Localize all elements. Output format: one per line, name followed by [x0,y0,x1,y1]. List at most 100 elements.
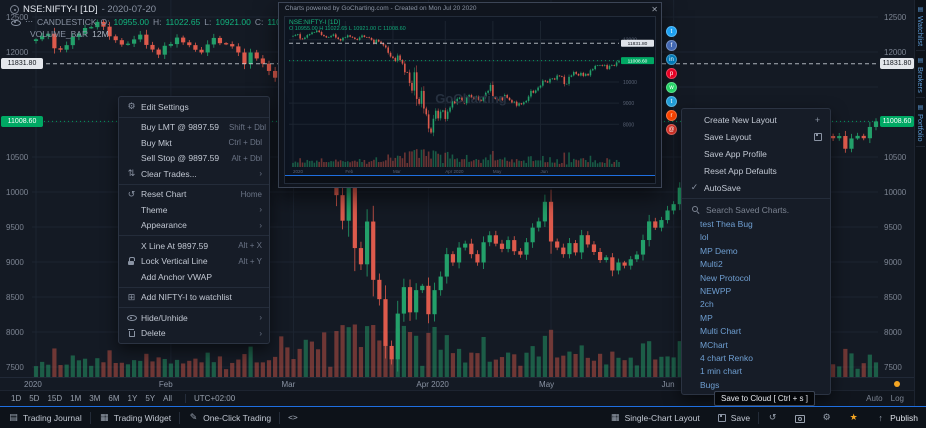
left-price-axis[interactable]: 12500 12000 10500 10000 9500 9000 8500 8000 7500… [0,0,43,377]
saved-chart-item[interactable]: New Protocol [700,272,751,283]
icon-spacer [126,137,137,148]
visibility-icon[interactable] [10,17,21,28]
saved-chart-item[interactable]: 4 chart Renko [700,352,753,363]
range-3m[interactable]: 3M [89,394,101,403]
close-icon[interactable]: ✕ [651,5,658,14]
price-tick: 8500 [884,293,902,302]
menu-item-create-new-layout[interactable]: Create New Layout + [682,111,830,128]
price-tick: 9500 [884,223,902,232]
range-1y[interactable]: 1Y [127,394,138,403]
publish-button[interactable]: ↑ Publish [867,407,926,428]
one-click-trading-button[interactable]: ✎ One-Click Trading [180,407,279,428]
menu-separator [119,235,269,236]
code-button[interactable]: <> [280,407,306,428]
more-icon[interactable]: ⋯ [25,17,33,27]
menu-item-delete[interactable]: Delete › [119,326,269,342]
price-alert-badge[interactable]: 11831.80 [880,58,914,70]
menu-separator [119,307,269,308]
twitter-share-icon[interactable]: t [666,26,677,37]
menu-item-save-app-profile[interactable]: Save App Profile [682,145,830,162]
menu-item-clear-trades[interactable]: ⇅ Clear Trades... › [119,166,269,182]
time-axis-label: Apr 2020 [416,380,449,389]
saved-charts-search[interactable]: Search Saved Charts. [682,201,830,218]
trading-widget-button[interactable]: ▦ Trading Widget [91,407,179,428]
menu-item-lock-vertical-line[interactable]: Lock Vertical Line Alt + Y [119,254,269,270]
telegram-share-icon[interactable]: t [666,96,677,107]
menu-item-theme[interactable]: Theme › [119,202,269,218]
menu-item-x-line[interactable]: X Line At 9897.59 Alt + X [119,238,269,254]
check-icon: ✓ [690,182,699,192]
log-scale-toggle[interactable]: Log [890,394,904,403]
icon-spacer [126,240,137,251]
reddit-share-icon[interactable]: r [666,110,677,121]
side-tab-watchlist[interactable]: ▤ Watchlist [916,2,925,52]
pinterest-share-icon[interactable]: p [666,68,677,79]
price-alert-badge[interactable]: 11831.80 [1,58,43,70]
save-button[interactable]: Save [708,407,758,428]
saved-chart-item[interactable]: MP Demo [700,245,738,256]
svg-text:Mar: Mar [393,169,401,174]
timezone-label[interactable]: UTC+02:00 [185,394,235,403]
layout-icon: ▦ [610,412,620,422]
side-tab-brokers[interactable]: ▤ Brokers [916,53,925,98]
side-tab-portfolio[interactable]: ▤ Portfolio [916,100,925,147]
save-icon [716,412,727,423]
menu-item-hide-unhide[interactable]: Hide/Unhide › [119,310,269,326]
range-1d[interactable]: 1D [11,394,22,403]
range-15d[interactable]: 15D [47,394,63,403]
saved-chart-item[interactable]: Multi2 [700,259,723,270]
mail-share-icon[interactable]: @ [666,124,677,135]
trading-journal-button[interactable]: ▤ Trading Journal [0,407,90,428]
menu-item-label: Hide/Unhide [141,312,188,323]
menu-item-reset-app-defaults[interactable]: Reset App Defaults [682,162,830,179]
saved-chart-item[interactable]: NEWPP [700,285,732,296]
menu-item-reset-chart[interactable]: ↺ Reset Chart Home [119,187,269,203]
menu-item-save-layout[interactable]: Save Layout [682,128,830,145]
last-price-badge[interactable]: 11008.60 [880,115,914,127]
menu-item-autosave[interactable]: ✓ AutoSave [682,179,830,196]
saved-charts-list: test Thea Bug lol MP Demo Multi2 New Protoco… [682,218,830,392]
menu-item-add-to-watchlist[interactable]: ⊞ Add NIFTY-I to watchlist [119,290,269,306]
right-price-axis[interactable]: 12500 12000 10500 10000 9500 9000 8500 8000 7500… [880,0,914,377]
menu-item-buy-lmt[interactable]: Buy LMT @ 9897.59 Shift + Dbl [119,120,269,136]
favorites-button[interactable]: ★ [840,407,867,428]
whatsapp-share-icon[interactable]: w [666,82,677,93]
symbol-logo-icon[interactable] [10,5,19,15]
auto-scale-toggle[interactable]: Auto [866,394,883,403]
menu-item-label: Save Layout [704,131,752,142]
icon-spacer [126,204,137,215]
saved-chart-item[interactable]: lol [700,232,709,243]
menu-item-appearance[interactable]: Appearance › [119,218,269,234]
divider [89,411,91,424]
screenshot-button[interactable] [786,407,813,428]
menu-item-edit-settings[interactable]: ⚙ Edit Settings [119,99,269,115]
menu-item-sell-stop[interactable]: Sell Stop @ 9897.59 Alt + Dbl [119,151,269,167]
symbol-title[interactable]: NSE:NIFTY-I [1D] [23,4,98,15]
menu-item-label: Delete [141,328,166,339]
single-chart-layout-button[interactable]: ▦ Single-Chart Layout [602,407,708,428]
saved-chart-item[interactable]: 1 min chart [700,366,743,377]
menu-item-buy-mkt[interactable]: Buy Mkt Ctrl + Dbl [119,135,269,151]
range-6m[interactable]: 6M [108,394,120,403]
saved-chart-item[interactable]: MP [700,312,713,323]
series-type-label: CANDLESTICK [37,17,97,28]
range-1m[interactable]: 1M [70,394,82,403]
settings-button[interactable]: ⚙ [813,407,840,428]
saved-chart-item[interactable]: test Thea Bug [700,219,753,229]
icon-spacer [126,122,137,133]
range-5d[interactable]: 5D [29,394,40,403]
menu-item-add-anchor-vwap[interactable]: Add Anchor VWAP [119,269,269,285]
refresh-button[interactable]: ↺ [759,407,786,428]
snapshot-legend: NSE:NIFTY-I [1D] O 10955.00 H 11022.65 L… [289,19,406,32]
range-all[interactable]: All [163,394,173,403]
range-5y[interactable]: 5Y [145,394,156,403]
saved-chart-item[interactable]: Multi Chart [700,326,742,337]
side-tab-label: Brokers [916,67,925,93]
linkedin-share-icon[interactable]: in [666,54,677,65]
saved-chart-item[interactable]: Bugs [700,379,720,390]
saved-chart-item[interactable]: MChart [700,339,728,350]
facebook-share-icon[interactable]: f [666,40,677,51]
saved-chart-item[interactable]: 2ch [700,299,714,310]
last-price-badge[interactable]: 11008.60 [1,115,43,127]
